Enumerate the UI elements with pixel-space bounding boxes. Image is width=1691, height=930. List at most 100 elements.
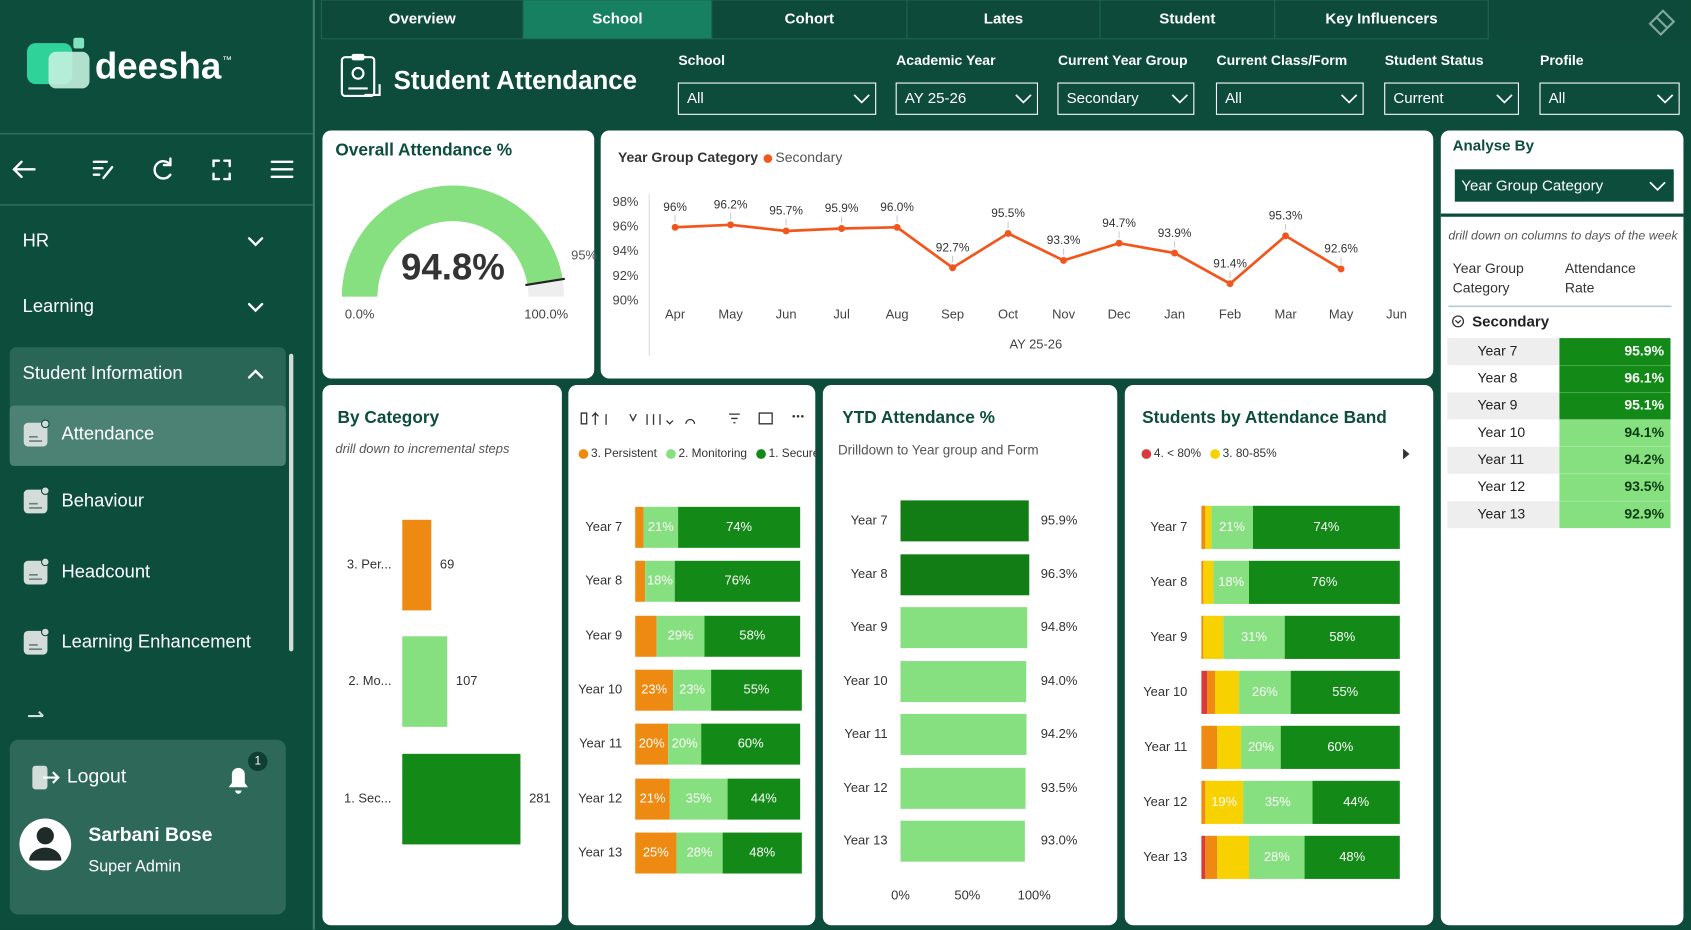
menu-item[interactable]: Student Information xyxy=(23,362,183,383)
menu-icon-lines xyxy=(29,644,43,651)
bar-segment xyxy=(635,778,670,820)
tab[interactable] xyxy=(522,0,713,40)
tab[interactable] xyxy=(711,0,908,40)
row-label: Year 10 xyxy=(1477,424,1525,440)
filter-value[interactable]: Secondary xyxy=(1067,90,1140,107)
bar-segment xyxy=(727,778,801,820)
logout[interactable]: Logout xyxy=(67,766,127,788)
y-tick-label: Year 13 xyxy=(1143,849,1187,864)
data-label: 21% xyxy=(640,791,666,806)
bar-segment xyxy=(1207,670,1216,714)
submenu-item[interactable]: Behaviour xyxy=(61,489,144,510)
gauge-target xyxy=(525,277,565,287)
filter-value[interactable]: All xyxy=(1549,90,1566,107)
submenu-item[interactable]: Attendance xyxy=(61,422,154,443)
page-title: Student Attendance xyxy=(394,67,637,95)
bar-segment xyxy=(1203,615,1224,659)
column-header: Attendance Rate xyxy=(1564,259,1636,296)
fullscreen-icon[interactable] xyxy=(212,159,231,181)
tab-label[interactable]: Cohort xyxy=(785,10,834,27)
filter-value[interactable]: Current xyxy=(1393,90,1444,107)
tab-label[interactable]: Overview xyxy=(389,10,456,27)
y-tick-label: Year 9 xyxy=(585,628,622,643)
bar-segment xyxy=(635,615,657,657)
analyse-value[interactable]: Year Group Category xyxy=(1461,178,1603,195)
x-tick-label: Mar xyxy=(1274,306,1297,321)
filter-value[interactable]: AY 25-26 xyxy=(905,90,966,107)
tab[interactable] xyxy=(1099,0,1276,40)
filter-dropdown[interactable] xyxy=(895,82,1038,115)
y-tick-label: Year 12 xyxy=(1143,794,1187,809)
bar-segment xyxy=(1284,615,1400,659)
menu-item[interactable]: Learning xyxy=(23,295,94,316)
y-tick-label: Year 11 xyxy=(844,726,887,741)
data-label: 95.3% xyxy=(1269,209,1303,223)
back-icon[interactable] xyxy=(12,160,36,179)
tab[interactable] xyxy=(1274,0,1489,40)
tab-label[interactable]: Student xyxy=(1159,10,1215,27)
bar-segment xyxy=(656,615,705,657)
menu-item-active[interactable] xyxy=(9,405,286,466)
card-title: YTD Attendance % xyxy=(842,407,995,427)
line-point xyxy=(1282,232,1290,240)
bar-segment xyxy=(635,832,677,874)
bar-segment xyxy=(1243,780,1313,824)
bar-segment xyxy=(635,506,644,548)
x-tick-label: Jun xyxy=(776,306,797,321)
x-tick-label: Dec xyxy=(1108,306,1132,321)
eraser-icon[interactable] xyxy=(1648,9,1676,37)
bar-segment xyxy=(1201,670,1208,714)
tab-label[interactable]: Lates xyxy=(984,10,1023,27)
submenu-item[interactable]: Headcount xyxy=(61,560,150,581)
filter-value[interactable]: All xyxy=(687,90,704,107)
visual-toolbar[interactable] xyxy=(580,411,773,425)
filter-label: Current Year Group xyxy=(1058,52,1188,68)
edit-icon[interactable] xyxy=(92,160,114,180)
avatar-body xyxy=(29,847,62,861)
bar-segment xyxy=(722,832,802,874)
bar-segment xyxy=(711,669,802,711)
row-background xyxy=(1447,392,1560,420)
menu-item[interactable]: HR xyxy=(23,229,49,250)
tab[interactable] xyxy=(906,0,1101,40)
submenu-item[interactable]: Learning Enhancement xyxy=(61,631,251,652)
bar-segment xyxy=(1203,560,1214,604)
dropdown-chevron xyxy=(1340,94,1358,104)
y-tick-label: Year 7 xyxy=(851,512,888,527)
filter-dropdown[interactable] xyxy=(1539,82,1680,115)
data-label: 96.0% xyxy=(880,200,914,214)
data-label: 20% xyxy=(639,736,665,751)
row-background xyxy=(1447,501,1560,529)
analyse-dropdown[interactable] xyxy=(1454,169,1674,202)
menu-icon[interactable] xyxy=(270,160,294,179)
menu-icon-dot xyxy=(40,419,50,429)
filter-dropdown[interactable] xyxy=(1384,82,1519,115)
menu-icon-dot xyxy=(40,486,50,496)
line-point xyxy=(1115,239,1123,247)
dropdown-chevron xyxy=(853,94,870,104)
filter-value[interactable]: All xyxy=(1225,90,1242,107)
tab[interactable] xyxy=(320,0,524,40)
tab-label[interactable]: School xyxy=(592,10,642,27)
filter-dropdown[interactable] xyxy=(1215,82,1364,115)
line-point xyxy=(1060,256,1068,264)
more-options-dot[interactable] xyxy=(801,414,804,418)
data-label: 23% xyxy=(679,682,705,697)
collapse-icon[interactable] xyxy=(1452,315,1465,328)
bell-icon[interactable] xyxy=(228,767,249,794)
tab-label[interactable]: Key Influencers xyxy=(1325,10,1437,27)
line-point xyxy=(893,223,901,231)
data-label: 92.6% xyxy=(1324,242,1358,256)
legend-scroll-arrow[interactable] xyxy=(1403,448,1410,460)
data-label: 35% xyxy=(686,791,712,806)
row-label: Year 13 xyxy=(1477,505,1525,521)
row-label: Year 8 xyxy=(1477,369,1517,385)
data-label: 23% xyxy=(641,682,667,697)
refresh-icon[interactable] xyxy=(153,157,172,180)
line-point xyxy=(949,264,957,272)
bar xyxy=(900,820,1025,862)
filter-dropdown[interactable] xyxy=(677,82,877,115)
more-options-dot[interactable] xyxy=(796,414,800,418)
filter-dropdown[interactable] xyxy=(1057,82,1195,115)
more-options-dot[interactable] xyxy=(792,414,796,418)
